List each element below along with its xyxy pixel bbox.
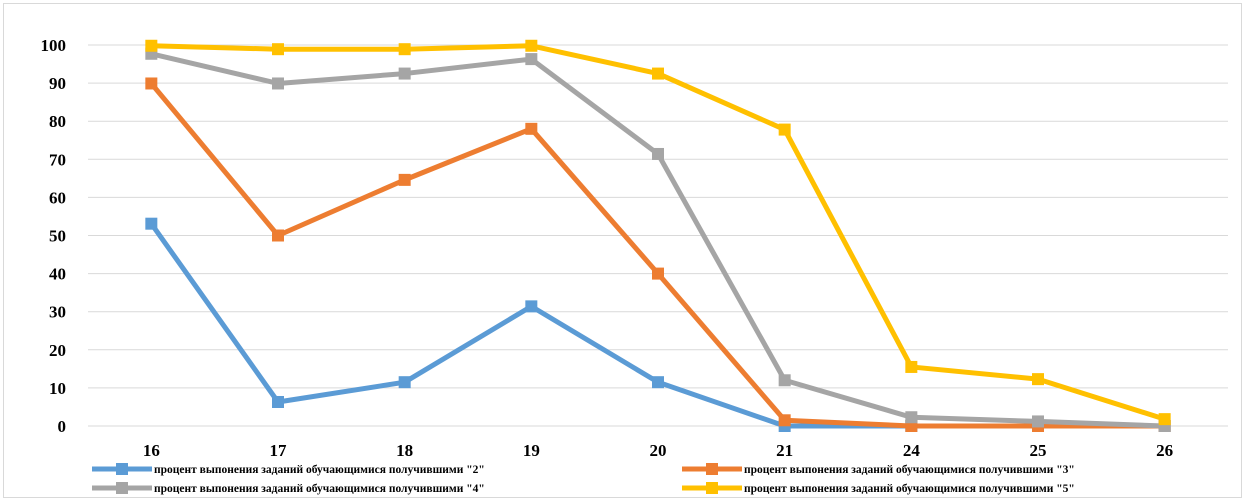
data-point — [1158, 413, 1171, 426]
legend-swatch-marker — [116, 463, 128, 475]
y-tick-label: 50 — [49, 227, 66, 246]
data-point — [652, 147, 664, 160]
y-tick-label: 70 — [49, 150, 66, 169]
data-point — [145, 77, 158, 90]
series-lines — [145, 39, 1171, 432]
series-line — [151, 43, 1166, 422]
y-tick-label: 0 — [58, 417, 67, 436]
series-line — [150, 51, 1165, 429]
x-tick-label: 20 — [650, 441, 667, 460]
data-point — [272, 77, 284, 90]
x-tick-label: 19 — [523, 441, 540, 460]
series-4 — [145, 39, 1171, 426]
data-point — [525, 300, 538, 313]
legend-entry: процент выпонения заданий обучающимися п… — [92, 482, 485, 495]
y-tick-label: 80 — [49, 112, 66, 131]
x-tick-label: 25 — [1030, 441, 1047, 460]
data-point — [1032, 415, 1044, 428]
x-tick-label: 21 — [776, 441, 793, 460]
legend-label: процент выпонения заданий обучающимися п… — [154, 464, 485, 476]
data-point — [272, 395, 284, 408]
data-point — [525, 122, 538, 135]
data-point — [398, 376, 411, 389]
legend-entry: процент выпонения заданий обучающимися п… — [92, 463, 485, 476]
legend-label: процент выпонения заданий обучающимися п… — [744, 464, 1075, 476]
legend: процент выпонения заданий обучающимися п… — [92, 463, 1075, 495]
data-point — [145, 39, 158, 52]
data-point — [525, 39, 538, 52]
data-point — [778, 123, 791, 136]
y-axis-ticks: 0 10 20 30 40 50 60 70 80 90 100 — [41, 36, 67, 436]
data-point — [398, 43, 411, 56]
x-tick-label: 26 — [1156, 441, 1173, 460]
y-tick-label: 10 — [49, 379, 66, 398]
legend-label: процент выпонения заданий обучающимися п… — [154, 483, 485, 495]
data-point — [398, 67, 411, 80]
y-tick-label: 40 — [49, 265, 66, 284]
y-tick-label: 20 — [49, 341, 66, 360]
y-tick-label: 100 — [41, 36, 67, 55]
y-tick-label: 90 — [49, 74, 66, 93]
x-tick-label: 24 — [903, 441, 921, 460]
y-tick-label: 30 — [49, 303, 66, 322]
x-tick-label: 18 — [396, 441, 413, 460]
legend-swatch-marker — [116, 482, 128, 494]
series-line — [149, 222, 1165, 429]
legend-entry: процент выпонения заданий обучающимися п… — [682, 482, 1075, 495]
data-point — [652, 267, 664, 280]
gridlines — [88, 44, 1228, 427]
data-point — [398, 173, 411, 186]
data-point — [778, 414, 791, 427]
data-point — [145, 217, 158, 230]
y-tick-label: 60 — [49, 188, 66, 207]
series-1 — [145, 217, 1171, 432]
data-point — [652, 376, 664, 389]
data-point — [652, 67, 664, 80]
data-point — [525, 53, 538, 66]
legend-swatch-marker — [706, 482, 718, 494]
data-point — [778, 374, 791, 387]
legend-swatch-marker — [706, 463, 718, 475]
series-3 — [145, 47, 1171, 432]
data-point — [1032, 373, 1044, 386]
legend-label: процент выпонения заданий обучающимися п… — [744, 483, 1075, 495]
data-point — [905, 360, 918, 373]
x-tick-label: 16 — [143, 441, 160, 460]
data-point — [272, 43, 284, 56]
x-tick-label: 17 — [270, 441, 288, 460]
data-point — [905, 411, 918, 424]
data-point — [272, 229, 284, 242]
legend-entry: процент выпонения заданий обучающимися п… — [682, 463, 1075, 476]
x-axis-ticks: 16 17 18 19 20 21 24 25 26 — [143, 441, 1173, 460]
